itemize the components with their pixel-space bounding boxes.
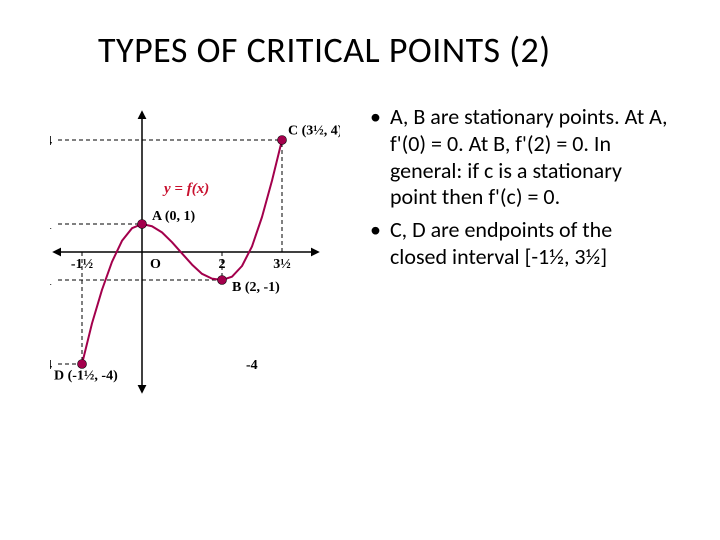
svg-text:y = f(x): y = f(x) [162,181,209,197]
svg-text:4: 4 [50,134,52,149]
svg-text:-1½: -1½ [71,257,93,272]
svg-text:-4: -4 [50,358,52,373]
svg-text:1: 1 [50,218,52,233]
bullet-item: A, B are stationary points. At A, f'(0) … [368,104,670,211]
svg-text:C (3½, 4): C (3½, 4) [288,123,340,138]
critical-points-chart: -1½ 2 3½ 4 1 -1 -4 -4 Oy = f(x) A (0, 1) B (2, -1)… [50,102,340,402]
chart-wrap: -1½ 2 3½ 4 1 -1 -4 -4 Oy = f(x) A (0, 1) B (2, -1)… [50,102,340,402]
page-title: TYPES OF CRITICAL POINTS (2) [50,28,670,72]
svg-text:3½: 3½ [273,257,291,272]
svg-text:B (2, -1): B (2, -1) [232,280,280,295]
svg-text:O: O [150,257,161,272]
svg-text:-1: -1 [50,274,52,289]
bullet-item: C, D are endpoints of the closed interva… [368,217,670,271]
content-row: -1½ 2 3½ 4 1 -1 -4 -4 Oy = f(x) A (0, 1) B (2, -1)… [50,102,670,402]
chart-column: -1½ 2 3½ 4 1 -1 -4 -4 Oy = f(x) A (0, 1) B (2, -1)… [50,102,350,402]
bullet-list: A, B are stationary points. At A, f'(0) … [368,102,670,277]
slide: TYPES OF CRITICAL POINTS (2) -1½23½41-1-… [0,0,720,540]
svg-text:2: 2 [219,257,226,272]
svg-text:D (-1½, -4): D (-1½, -4) [54,368,118,383]
svg-text:A (0, 1): A (0, 1) [152,209,196,224]
svg-text:-4: -4 [246,358,258,373]
